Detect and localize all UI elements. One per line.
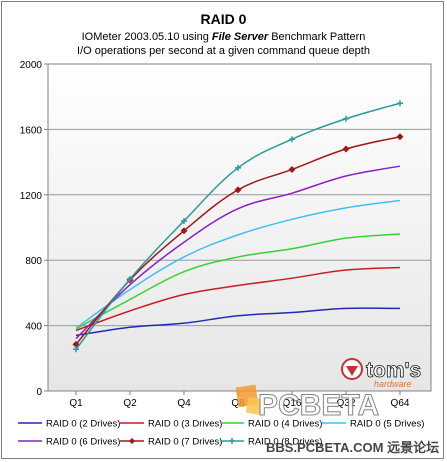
data-point bbox=[397, 100, 403, 107]
data-point bbox=[127, 276, 133, 283]
x-tick-label: Q64 bbox=[391, 398, 410, 409]
legend-item: RAID 0 (3 Drives) bbox=[120, 419, 222, 430]
x-tick-label: Q16 bbox=[283, 398, 302, 409]
legend-label: RAID 0 (6 Drives) bbox=[46, 437, 120, 448]
subtitle-emphasis: File Server bbox=[211, 31, 269, 43]
data-point bbox=[342, 145, 350, 153]
data-point bbox=[235, 164, 241, 171]
legend-item: RAID 0 (5 Drives) bbox=[322, 419, 424, 430]
data-point bbox=[396, 133, 404, 141]
legend-marker bbox=[129, 438, 135, 444]
grid-lines bbox=[48, 128, 431, 327]
data-point bbox=[73, 346, 79, 353]
data-point bbox=[180, 227, 188, 235]
y-axis-ticks: 0 400 800 1200 1600 2000 bbox=[20, 60, 48, 398]
subtitle-prefix: IOMeter 2003.05.10 using bbox=[81, 31, 212, 43]
legend-label: RAID 0 (2 Drives) bbox=[46, 419, 120, 430]
legend-item: RAID 0 (7 Drives) bbox=[120, 437, 222, 448]
legend-item: RAID 0 (8 Drives) bbox=[220, 437, 322, 448]
x-tick-label: Q8 bbox=[231, 398, 245, 409]
series-line bbox=[75, 199, 401, 329]
legend-item: RAID 0 (2 Drives) bbox=[18, 419, 120, 430]
series-1 bbox=[75, 307, 401, 337]
legend-item: RAID 0 (4 Drives) bbox=[220, 419, 322, 430]
legend-item: RAID 0 (6 Drives) bbox=[18, 437, 120, 448]
legend-label: RAID 0 (5 Drives) bbox=[350, 419, 424, 430]
series-2 bbox=[75, 266, 401, 332]
chart-title: RAID 0 bbox=[200, 11, 247, 27]
y-tick-label: 1200 bbox=[20, 191, 43, 202]
chart-subtitle: IOMeter 2003.05.10 using File Server Ben… bbox=[0, 31, 447, 43]
series-lines bbox=[72, 100, 404, 353]
x-axis-ticks: Q1 Q2 Q4 Q8 Q16 Q32 Q64 bbox=[69, 391, 410, 409]
series-4 bbox=[75, 199, 401, 329]
y-tick-label: 400 bbox=[25, 322, 42, 333]
x-tick-label: Q2 bbox=[123, 398, 137, 409]
series-3 bbox=[75, 233, 401, 330]
y-tick-label: 1600 bbox=[20, 125, 43, 136]
series-line bbox=[75, 307, 401, 337]
x-tick-label: Q4 bbox=[177, 398, 191, 409]
subtitle-suffix: Benchmark Pattern bbox=[268, 31, 366, 43]
series-line bbox=[75, 233, 401, 330]
data-point bbox=[343, 115, 349, 122]
data-point bbox=[181, 217, 187, 224]
series-line bbox=[75, 165, 401, 340]
x-tick-label: Q32 bbox=[337, 398, 356, 409]
data-point bbox=[289, 136, 295, 143]
x-tick-label: Q1 bbox=[69, 398, 83, 409]
y-tick-label: 0 bbox=[36, 387, 42, 398]
data-point bbox=[288, 165, 296, 173]
data-point bbox=[234, 186, 242, 194]
legend: RAID 0 (2 Drives) RAID 0 (3 Drives) RAID 0… bbox=[18, 419, 424, 448]
legend-label: RAID 0 (8 Drives) bbox=[248, 437, 322, 448]
series-5 bbox=[75, 165, 401, 340]
legend-label: RAID 0 (4 Drives) bbox=[248, 419, 322, 430]
y-tick-label: 800 bbox=[25, 256, 42, 267]
chart-subtitle-2: I/O operations per second at a given com… bbox=[77, 45, 370, 57]
plot-area bbox=[47, 63, 432, 392]
legend-label: RAID 0 (3 Drives) bbox=[148, 419, 222, 430]
y-tick-label: 2000 bbox=[20, 60, 43, 71]
series-7 bbox=[73, 100, 403, 353]
series-line bbox=[75, 266, 401, 332]
legend-label: RAID 0 (7 Drives) bbox=[148, 437, 222, 448]
legend-marker bbox=[229, 438, 235, 444]
